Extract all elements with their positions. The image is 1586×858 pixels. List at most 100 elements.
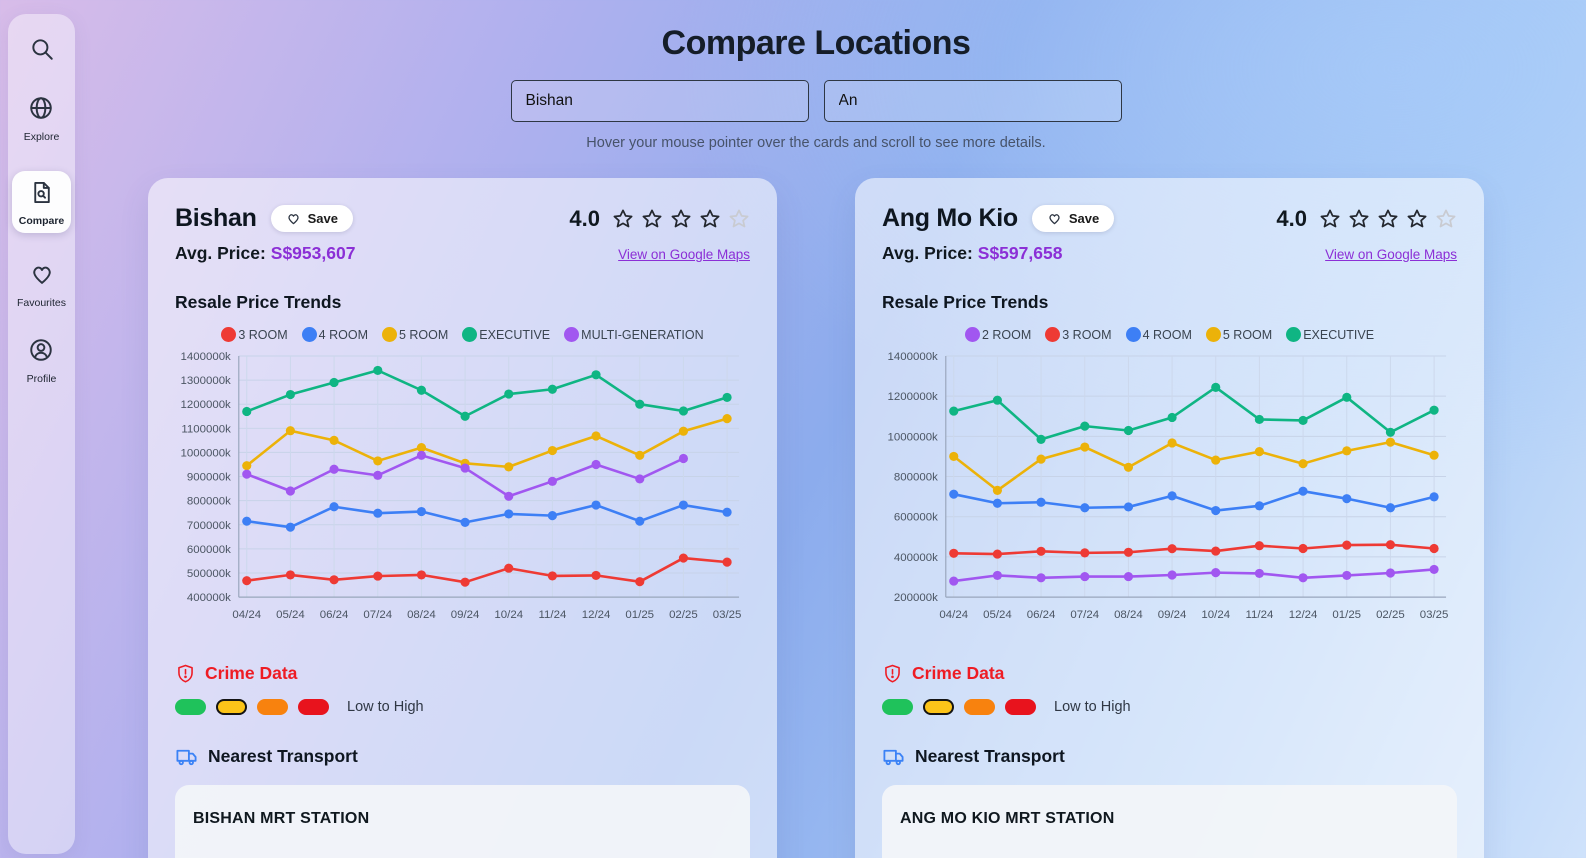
data-point[interactable] bbox=[1123, 547, 1134, 557]
data-point[interactable] bbox=[1123, 502, 1134, 512]
data-point[interactable] bbox=[1342, 494, 1352, 504]
data-point[interactable] bbox=[1254, 447, 1264, 457]
data-point[interactable] bbox=[373, 470, 383, 480]
data-point[interactable] bbox=[329, 502, 339, 512]
data-point[interactable] bbox=[1036, 434, 1046, 444]
data-point[interactable] bbox=[949, 548, 959, 558]
data-point[interactable] bbox=[373, 365, 383, 375]
data-point[interactable] bbox=[1211, 568, 1221, 578]
transport-panel[interactable]: ANG MO KIO MRT STATION bbox=[882, 784, 1457, 858]
resale-price-chart[interactable]: 200000k 400000k 600000k 800000k 1000000k 1200… bbox=[882, 346, 1457, 637]
data-point[interactable] bbox=[992, 498, 1002, 508]
data-point[interactable] bbox=[416, 570, 427, 580]
data-point[interactable] bbox=[1167, 544, 1177, 554]
data-point[interactable] bbox=[591, 370, 601, 380]
data-point[interactable] bbox=[504, 563, 514, 573]
data-point[interactable] bbox=[678, 406, 689, 416]
data-point[interactable] bbox=[591, 570, 601, 580]
data-point[interactable] bbox=[722, 414, 732, 424]
data-point[interactable] bbox=[1167, 570, 1177, 580]
data-point[interactable] bbox=[678, 500, 689, 510]
search-icon[interactable] bbox=[29, 36, 55, 67]
data-point[interactable] bbox=[285, 486, 295, 496]
location-input-2[interactable] bbox=[823, 80, 1122, 122]
data-point[interactable] bbox=[1342, 570, 1352, 580]
data-point[interactable] bbox=[678, 553, 689, 563]
data-point[interactable] bbox=[547, 476, 557, 486]
data-point[interactable] bbox=[635, 516, 645, 526]
sidebar-item-favourites[interactable]: Favourites bbox=[17, 261, 66, 309]
data-point[interactable] bbox=[1036, 546, 1046, 556]
data-point[interactable] bbox=[547, 511, 557, 521]
data-point[interactable] bbox=[1254, 541, 1264, 551]
data-point[interactable] bbox=[1123, 572, 1134, 582]
data-point[interactable] bbox=[722, 392, 732, 403]
data-point[interactable] bbox=[1298, 415, 1308, 426]
data-point[interactable] bbox=[1298, 543, 1308, 554]
transport-panel[interactable]: BISHAN MRT STATION bbox=[175, 784, 750, 858]
data-point[interactable] bbox=[1167, 412, 1177, 423]
location-input-1[interactable] bbox=[510, 80, 809, 122]
data-point[interactable] bbox=[504, 509, 514, 519]
data-point[interactable] bbox=[591, 431, 601, 441]
sidebar-item-compare[interactable]: Compare bbox=[11, 171, 72, 233]
data-point[interactable] bbox=[242, 516, 252, 526]
data-point[interactable] bbox=[1036, 497, 1046, 507]
data-point[interactable] bbox=[992, 395, 1002, 405]
data-point[interactable] bbox=[329, 464, 339, 474]
data-point[interactable] bbox=[722, 507, 732, 517]
data-point[interactable] bbox=[1429, 492, 1439, 502]
data-point[interactable] bbox=[547, 384, 557, 394]
legend-item[interactable]: 4 ROOM bbox=[1125, 327, 1192, 342]
data-point[interactable] bbox=[242, 461, 252, 471]
data-point[interactable] bbox=[1080, 503, 1090, 513]
location-card[interactable]: Ang Mo Kio Save 4.0 Avg. Price: S$597,658… bbox=[855, 178, 1484, 858]
data-point[interactable] bbox=[992, 570, 1002, 580]
data-point[interactable] bbox=[1080, 572, 1090, 582]
data-point[interactable] bbox=[591, 459, 601, 470]
data-point[interactable] bbox=[635, 474, 645, 484]
legend-item[interactable]: EXECUTIVE bbox=[462, 327, 550, 342]
data-point[interactable] bbox=[373, 571, 383, 581]
data-point[interactable] bbox=[992, 549, 1002, 559]
data-point[interactable] bbox=[242, 469, 252, 479]
data-point[interactable] bbox=[416, 443, 427, 453]
data-point[interactable] bbox=[1167, 491, 1177, 501]
data-point[interactable] bbox=[678, 426, 689, 436]
sidebar-item-explore[interactable]: Explore bbox=[24, 95, 59, 143]
legend-item[interactable]: 3 ROOM bbox=[1045, 327, 1112, 342]
data-point[interactable] bbox=[1298, 459, 1308, 469]
data-point[interactable] bbox=[1080, 548, 1090, 558]
data-point[interactable] bbox=[285, 570, 295, 580]
legend-item[interactable]: 2 ROOM bbox=[964, 327, 1031, 342]
google-maps-link[interactable]: View on Google Maps bbox=[1325, 247, 1457, 262]
legend-item[interactable]: MULTI-GENERATION bbox=[564, 327, 704, 342]
data-point[interactable] bbox=[1385, 540, 1396, 550]
data-point[interactable] bbox=[635, 577, 645, 587]
data-point[interactable] bbox=[242, 576, 252, 586]
data-point[interactable] bbox=[635, 450, 645, 460]
data-point[interactable] bbox=[1036, 573, 1046, 583]
legend-item[interactable]: 3 ROOM bbox=[221, 327, 288, 342]
data-point[interactable] bbox=[1211, 505, 1221, 516]
data-point[interactable] bbox=[949, 406, 959, 416]
data-point[interactable] bbox=[1298, 573, 1308, 583]
data-point[interactable] bbox=[460, 517, 470, 527]
data-point[interactable] bbox=[1123, 462, 1134, 472]
data-point[interactable] bbox=[722, 557, 732, 567]
data-point[interactable] bbox=[1385, 427, 1396, 437]
data-point[interactable] bbox=[635, 399, 645, 409]
sidebar-item-profile[interactable]: Profile bbox=[27, 337, 56, 385]
data-point[interactable] bbox=[416, 385, 427, 395]
data-point[interactable] bbox=[1211, 546, 1221, 556]
data-point[interactable] bbox=[373, 456, 383, 466]
data-point[interactable] bbox=[1385, 503, 1396, 513]
data-point[interactable] bbox=[591, 500, 601, 510]
data-point[interactable] bbox=[1211, 382, 1221, 392]
data-point[interactable] bbox=[1123, 425, 1134, 436]
data-point[interactable] bbox=[1342, 540, 1352, 550]
data-point[interactable] bbox=[329, 575, 339, 585]
save-button[interactable]: Save bbox=[1031, 205, 1115, 232]
data-point[interactable] bbox=[1254, 568, 1264, 578]
data-point[interactable] bbox=[416, 506, 427, 517]
